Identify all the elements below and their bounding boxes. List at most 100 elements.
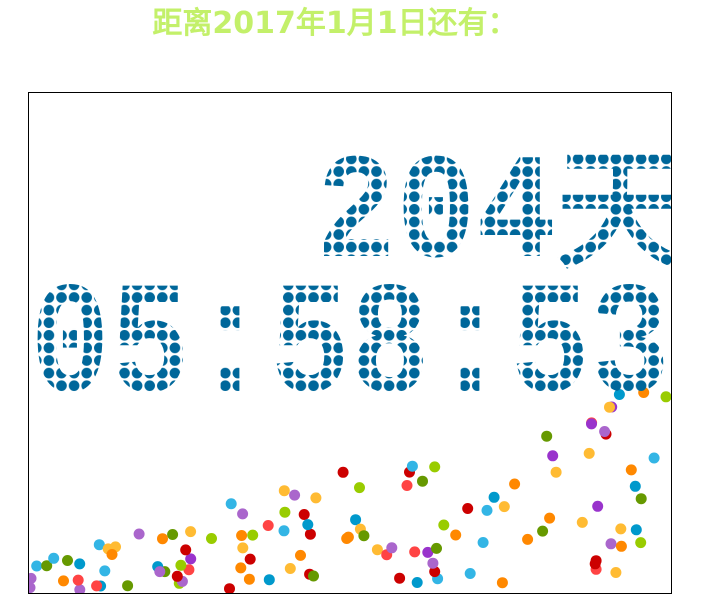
ball [371,544,383,556]
ball [58,575,69,587]
ball [337,466,349,478]
ball [615,540,627,552]
ball [263,574,275,586]
ball [41,560,53,572]
time-display: 05:58:53 [30,259,670,440]
ball [605,538,617,550]
ball [590,555,602,567]
ball [341,533,353,544]
ball [583,447,595,459]
ball [224,583,235,593]
ball [599,426,611,437]
ball [237,542,249,554]
ball [464,568,476,579]
ball [74,558,86,570]
ball [509,478,521,490]
ball [429,461,441,473]
ball [48,552,60,564]
ball [167,529,179,540]
ball [122,580,134,592]
ball [629,480,641,492]
ball [541,430,553,442]
ball [289,489,301,501]
ball [171,570,183,582]
canvas-box [28,92,672,594]
ball [237,508,249,520]
ball [278,525,290,537]
ball [648,452,660,464]
ball [358,530,370,542]
ball [350,514,362,526]
ball [638,387,650,398]
ball [481,504,493,516]
ball [498,501,510,513]
ball [29,582,36,593]
ball [547,450,559,462]
ball [592,500,604,512]
ball [31,560,43,572]
ball [206,533,217,544]
ball [278,485,290,497]
ball [625,464,637,476]
ball [630,524,642,536]
ball [247,529,259,541]
ball [394,572,406,584]
days-number: 204 [316,132,556,302]
ball [262,520,274,531]
ball [302,519,314,531]
ball [236,530,248,541]
ball [635,537,647,549]
ball [496,577,508,589]
ball [284,563,296,574]
ball [537,525,549,537]
ball [660,391,671,403]
ball [613,389,625,400]
ball [411,577,423,588]
ball [438,519,450,531]
ball [635,493,647,505]
ball [462,503,474,514]
ball [544,512,556,524]
ball [304,528,316,540]
ball [386,542,398,554]
ball [279,506,291,518]
ball [154,566,166,578]
ball [183,564,195,576]
ball [235,562,247,574]
ball [74,584,86,593]
ball [308,570,319,582]
ball [522,533,534,545]
ball [157,533,168,545]
ball [298,509,310,520]
ball [244,553,256,565]
ball [133,528,145,540]
ball [99,565,111,577]
ball [62,555,73,566]
days-unit: 天 [556,135,686,287]
ball [477,537,489,548]
ball [91,580,103,592]
ball [417,475,428,487]
ball [175,559,187,571]
canvas-content: 204天 05:58:53 [29,132,686,593]
ball [604,401,615,413]
ball [586,418,597,430]
ball [354,482,365,494]
ball [431,542,442,554]
ball [29,572,37,584]
ball [550,466,562,478]
days-display: 204天 [316,132,686,302]
ball [427,557,439,569]
ball [243,573,255,585]
ball [610,567,622,578]
ball [295,549,306,561]
title: 距离2017年1月1日还有： [152,6,517,41]
ball [406,460,418,472]
ball [72,574,84,586]
ball [422,546,434,558]
ball [185,553,197,565]
ball [93,539,105,551]
ball [185,526,197,538]
